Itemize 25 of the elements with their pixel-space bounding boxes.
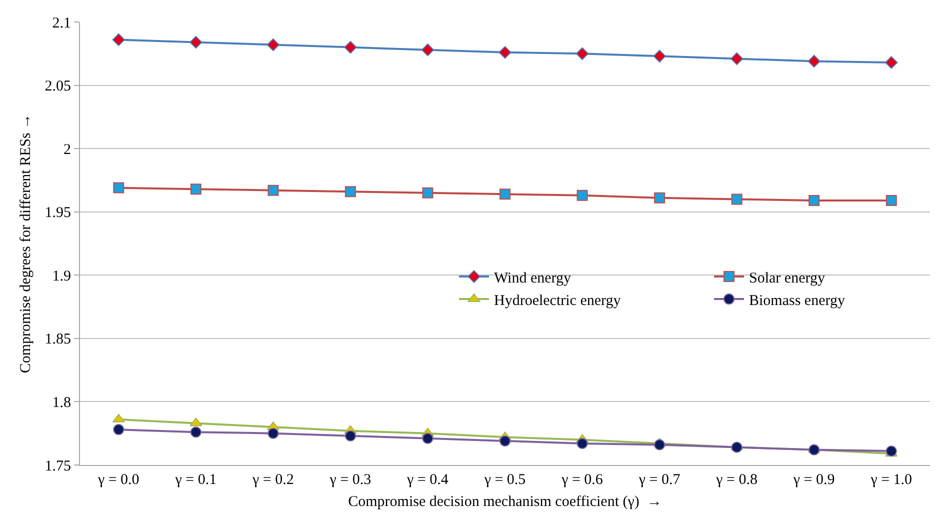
x-tick-label: γ = 0.0 (96, 472, 140, 488)
legend-label: Biomass energy (749, 292, 846, 309)
legend-label: Wind energy (494, 270, 572, 286)
x-tick-label: γ = 0.2 (252, 472, 294, 488)
x-tick-label: γ = 0.5 (483, 472, 526, 488)
y-tick-label: 1.8 (52, 394, 71, 411)
y-tick-label: 2 (64, 142, 71, 158)
y-axis-title: Compromise degrees for different RESs → (18, 114, 34, 374)
y-tick-label: 1.95 (44, 205, 71, 222)
y-tick-label: 1.75 (44, 458, 71, 474)
legend-label: Hydroelectric energy (494, 292, 622, 309)
x-tick-label: γ = 0.1 (174, 472, 217, 488)
y-tick-label: 2.1 (52, 15, 71, 32)
y-tick-label: 1.85 (44, 332, 71, 348)
x-tick-label: γ = 0.8 (715, 472, 758, 488)
x-axis-title: Compromise decision mechanism coefficient (γ) → (348, 494, 662, 510)
x-tick-label: γ = 0.6 (560, 472, 604, 488)
x-tick-label: γ = 0.7 (638, 472, 681, 488)
y-tick-label: 1.9 (52, 268, 71, 284)
x-tick-label: γ = 1.0 (870, 472, 912, 488)
x-tick-label: γ = 0.3 (328, 472, 372, 488)
x-tick-label: γ = 0.4 (406, 472, 449, 488)
x-tick-label: γ = 0.9 (792, 472, 835, 488)
legend-label: Solar energy (749, 270, 826, 286)
y-tick-label: 2.05 (44, 78, 71, 95)
